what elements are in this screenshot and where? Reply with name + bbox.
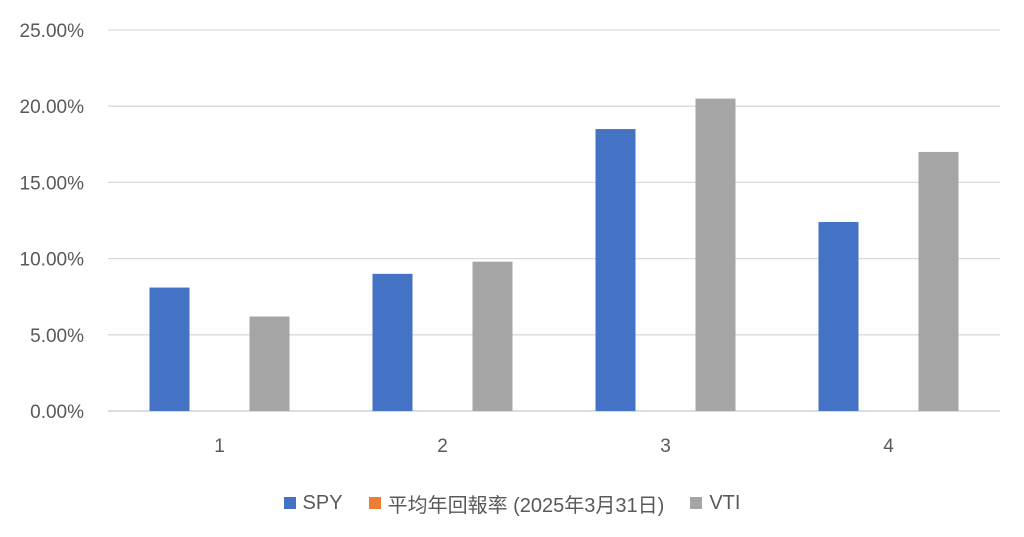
bar-vti-3 xyxy=(695,98,736,411)
bar-spy-1 xyxy=(149,287,190,411)
y-tick-label: 5.00% xyxy=(30,326,84,347)
bar-spy-3 xyxy=(595,129,636,411)
x-tick-label: 3 xyxy=(660,436,671,457)
y-tick-label: 15.00% xyxy=(20,173,85,194)
legend-label: VTI xyxy=(709,491,741,514)
y-tick-label: 0.00% xyxy=(30,402,84,423)
legend-item: 平均年回報率 (2025年3月31日) xyxy=(368,489,665,518)
bar-spy-4 xyxy=(818,222,859,411)
x-tick-label: 4 xyxy=(883,436,894,457)
bar-vti-2 xyxy=(472,261,513,411)
bar-chart: 0.00% 5.00% 10.00% 15.00% 20.00% 25.00% 1 2 3 4 xyxy=(20,21,1000,457)
gridlines xyxy=(108,29,1000,412)
legend-swatch xyxy=(283,497,296,509)
bar-vti-1 xyxy=(249,316,290,411)
y-tick-label: 10.00% xyxy=(20,250,85,271)
legend-label: 平均年回報率 (2025年3月31日) xyxy=(387,494,665,517)
y-tick-label: 25.00% xyxy=(20,21,85,42)
legend-label: SPY xyxy=(302,491,343,514)
legend-item: SPY xyxy=(283,491,343,515)
y-tick-label: 20.00% xyxy=(20,97,85,118)
legend-swatch xyxy=(690,497,703,509)
x-axis: 1 2 3 4 xyxy=(214,436,894,457)
x-tick-label: 1 xyxy=(214,436,225,457)
bar-vti-4 xyxy=(918,151,959,412)
x-tick-label: 2 xyxy=(437,436,448,457)
legend-swatch xyxy=(368,497,381,509)
bar-spy-2 xyxy=(372,273,413,411)
y-axis: 0.00% 5.00% 10.00% 15.00% 20.00% 25.00% xyxy=(20,21,85,423)
bars xyxy=(149,98,959,412)
legend-item: VTI xyxy=(690,492,740,515)
legend: SPY 平均年回報率 (2025年3月31日) VTI xyxy=(0,488,1024,518)
